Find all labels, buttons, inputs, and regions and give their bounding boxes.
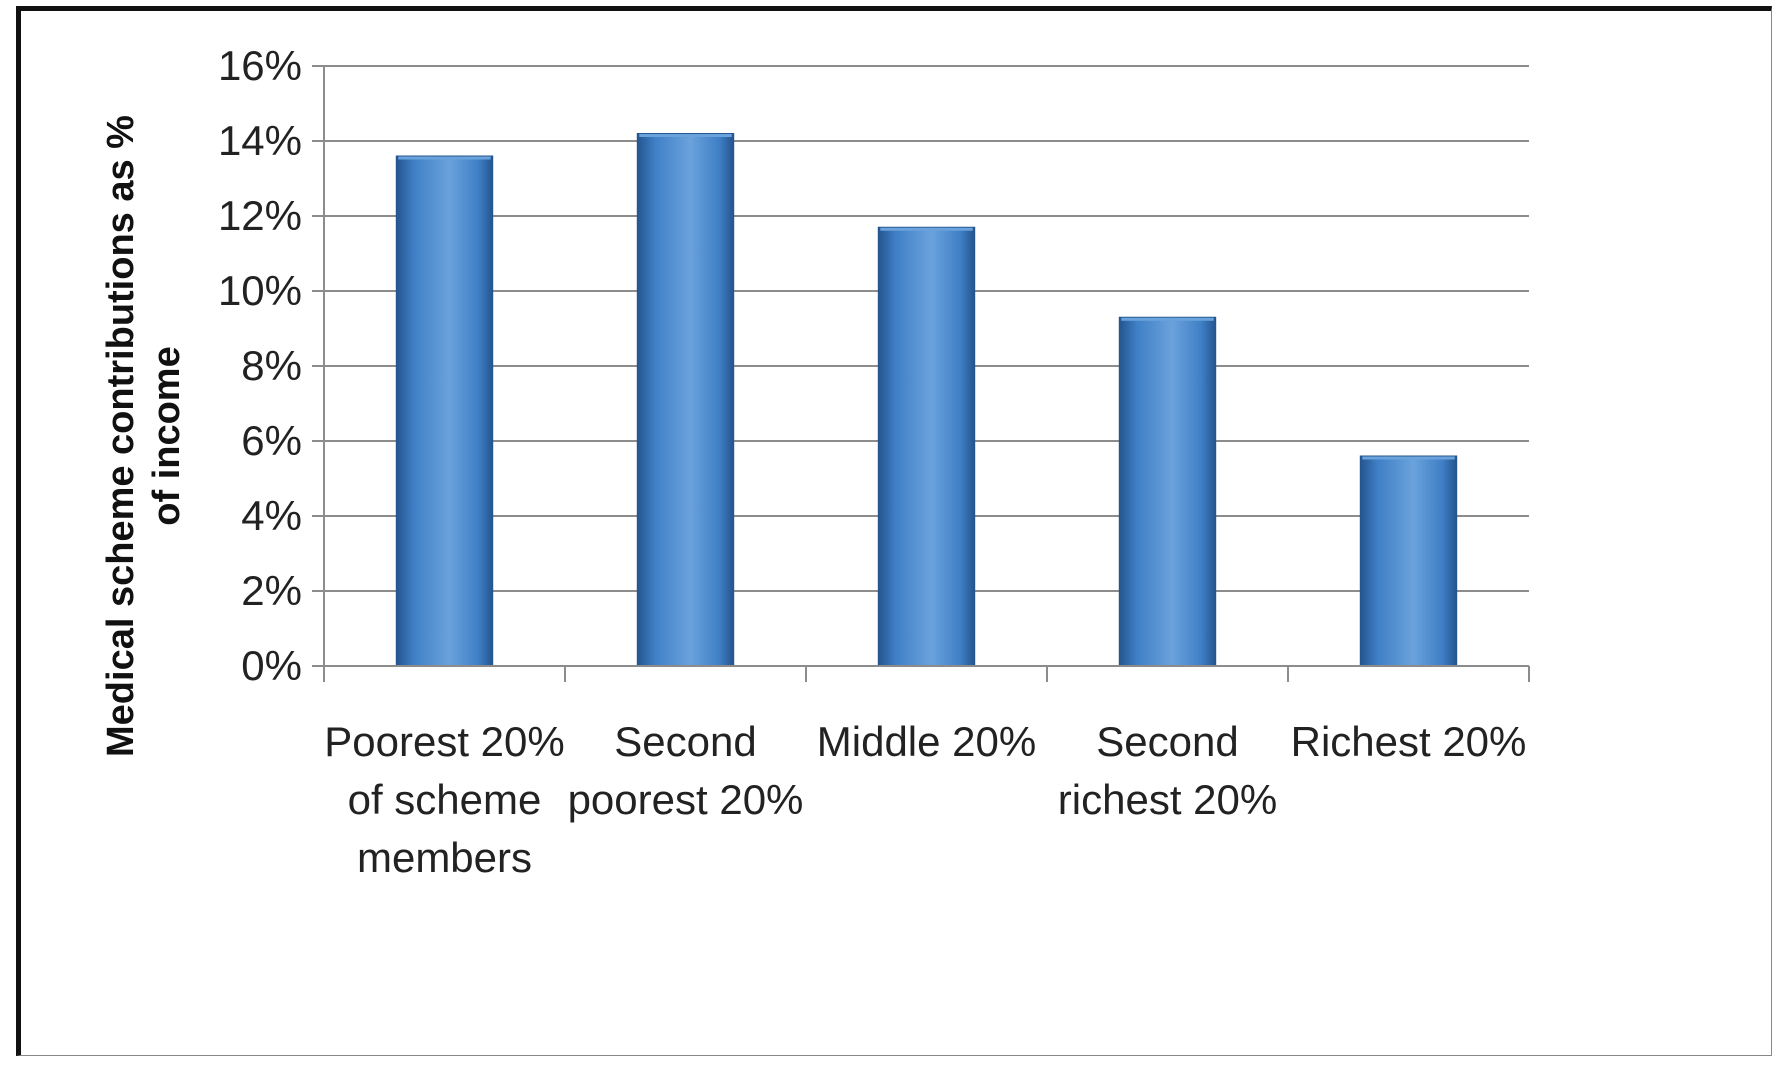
x-category-label: Middle 20% <box>817 718 1036 765</box>
x-category-label: Second richest 20% <box>1058 718 1277 823</box>
y-tick-label: 8% <box>241 342 302 389</box>
bar <box>1359 455 1458 667</box>
bars <box>395 133 1458 667</box>
x-category-label: Richest 20% <box>1291 718 1527 765</box>
bar <box>1118 316 1217 667</box>
x-category-label: Second poorest 20% <box>568 718 804 823</box>
bar <box>395 155 494 667</box>
y-tick-label: 0% <box>241 642 302 689</box>
bar <box>877 226 976 667</box>
axes <box>312 65 1530 682</box>
labels: 0% 2% 4% 6% 8% 10% 12% 14% 16% Poorest 20% of sche… <box>100 42 1526 881</box>
x-category-label: Poorest 20% of scheme members <box>324 718 564 881</box>
y-tick-label: 6% <box>241 417 302 464</box>
y-tick-label: 4% <box>241 492 302 539</box>
y-tick-label: 12% <box>218 192 302 239</box>
y-axis-title: Medical scheme contributions as % <box>100 115 142 757</box>
y-tick-label: 10% <box>218 267 302 314</box>
y-tick-label: 14% <box>218 117 302 164</box>
bar <box>636 133 735 667</box>
chart-frame: 0% 2% 4% 6% 8% 10% 12% 14% 16% Poorest 20% of sche… <box>16 6 1772 1056</box>
y-axis-title: of income <box>146 346 188 525</box>
bar-chart: 0% 2% 4% 6% 8% 10% 12% 14% 16% Poorest 20% of sche… <box>100 42 1530 881</box>
y-tick-label: 2% <box>241 567 302 614</box>
y-tick-label: 16% <box>218 42 302 89</box>
